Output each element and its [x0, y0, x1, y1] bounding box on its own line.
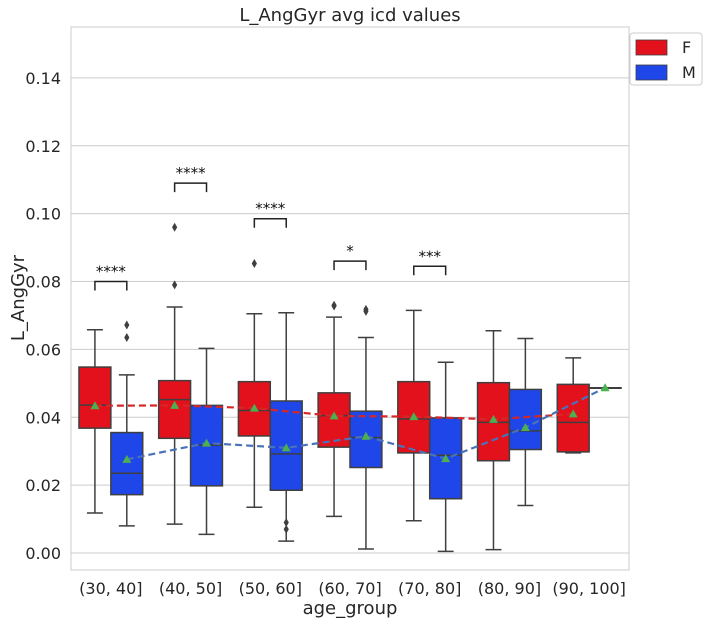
outlier-point — [331, 301, 337, 311]
mean-marker — [170, 400, 180, 409]
outlier-point — [172, 280, 178, 290]
outlier-point — [172, 222, 178, 232]
significance-bracket: *** — [413, 247, 447, 276]
legend-label-F: F — [682, 38, 691, 57]
x-tick-label: (50, 60] — [239, 579, 302, 598]
y-axis-title: L_AngGyr — [8, 254, 29, 341]
box-M-0 — [110, 320, 144, 527]
significance-annotations: ************* *** — [94, 164, 447, 291]
outlier-point — [363, 306, 369, 316]
outlier-point — [251, 259, 257, 269]
y-tick-label: 0.06 — [25, 340, 61, 359]
significance-bracket: **** — [253, 200, 287, 228]
mean-marker — [568, 409, 578, 418]
outlier-point — [283, 524, 289, 534]
mean-marker — [488, 414, 498, 423]
mean-marker — [329, 411, 339, 420]
x-tick-label: (30, 40] — [79, 579, 142, 598]
box-iqr — [110, 431, 144, 496]
x-tick-labels: (30, 40] (40, 50] (50, 60] (60, 70] (70, 80]… — [79, 579, 626, 598]
box-iqr — [78, 366, 112, 429]
mean-marker — [90, 401, 100, 410]
box-iqr — [556, 383, 590, 453]
box-F-1 — [157, 222, 192, 525]
legend: FM — [629, 32, 703, 86]
significance-label: **** — [96, 263, 127, 281]
y-tick-label: 0.08 — [25, 273, 61, 292]
box-F-3 — [317, 300, 351, 518]
mean-marker — [441, 454, 451, 463]
y-tick-label: 0.02 — [25, 476, 61, 495]
bracket-line — [333, 260, 367, 271]
mean-marker — [122, 454, 132, 463]
box-M-3 — [349, 304, 383, 550]
x-tick-label: (70, 80] — [398, 579, 461, 598]
bracket-line — [173, 182, 208, 193]
bracket-line — [413, 265, 447, 276]
mean-marker — [520, 422, 530, 431]
x-tick-label: (60, 70] — [318, 579, 381, 598]
significance-label: **** — [255, 200, 286, 218]
significance-bracket: **** — [173, 164, 208, 193]
box-M-2 — [269, 312, 303, 542]
significance-label: * — [346, 242, 354, 260]
legend-swatch-F — [635, 39, 668, 56]
box-F-6 — [556, 357, 590, 454]
box-F-2 — [237, 259, 272, 508]
mean-marker — [409, 412, 419, 421]
box-F-0 — [78, 328, 112, 514]
bracket-line — [253, 217, 287, 228]
bracket-line — [94, 280, 128, 291]
significance-bracket: **** — [94, 263, 128, 291]
mean-marker — [202, 438, 212, 447]
mean-marker — [600, 383, 610, 392]
mean-marker — [281, 443, 291, 452]
significance-bracket: * — [333, 242, 367, 271]
x-tick-label: (80, 90] — [478, 579, 541, 598]
box-iqr — [157, 379, 192, 440]
box-series — [78, 222, 622, 553]
y-tick-label: 0.10 — [25, 205, 61, 224]
mean-marker — [249, 403, 259, 412]
mean-marker — [361, 431, 371, 440]
x-axis-title: age_group — [303, 598, 398, 619]
significance-label: *** — [418, 247, 441, 265]
y-tick-label: 0.12 — [25, 137, 61, 156]
outlier-point — [124, 320, 130, 330]
legend-swatch-M — [635, 64, 668, 81]
legend-label-M: M — [682, 63, 696, 82]
y-tick-label: 0.04 — [25, 408, 61, 427]
significance-label: **** — [176, 164, 207, 182]
gridlines — [71, 77, 629, 554]
y-tick-label: 0.14 — [25, 69, 61, 88]
y-tick-labels: 0.00 0.02 0.04 0.06 0.08 0.10 0.12 0.14 — [25, 69, 61, 563]
outlier-point — [124, 333, 130, 343]
x-tick-label: (90, 100] — [552, 579, 626, 598]
mean-lines — [90, 383, 610, 463]
box-iqr — [508, 388, 543, 451]
plot-area-frame — [70, 26, 630, 571]
y-tick-label: 0.00 — [25, 544, 61, 563]
chart-title: L_AngGyr avg icd values — [239, 5, 460, 26]
x-tick-label: (40, 50] — [159, 579, 222, 598]
box-M-5 — [508, 337, 543, 507]
outlier-point — [283, 517, 289, 527]
